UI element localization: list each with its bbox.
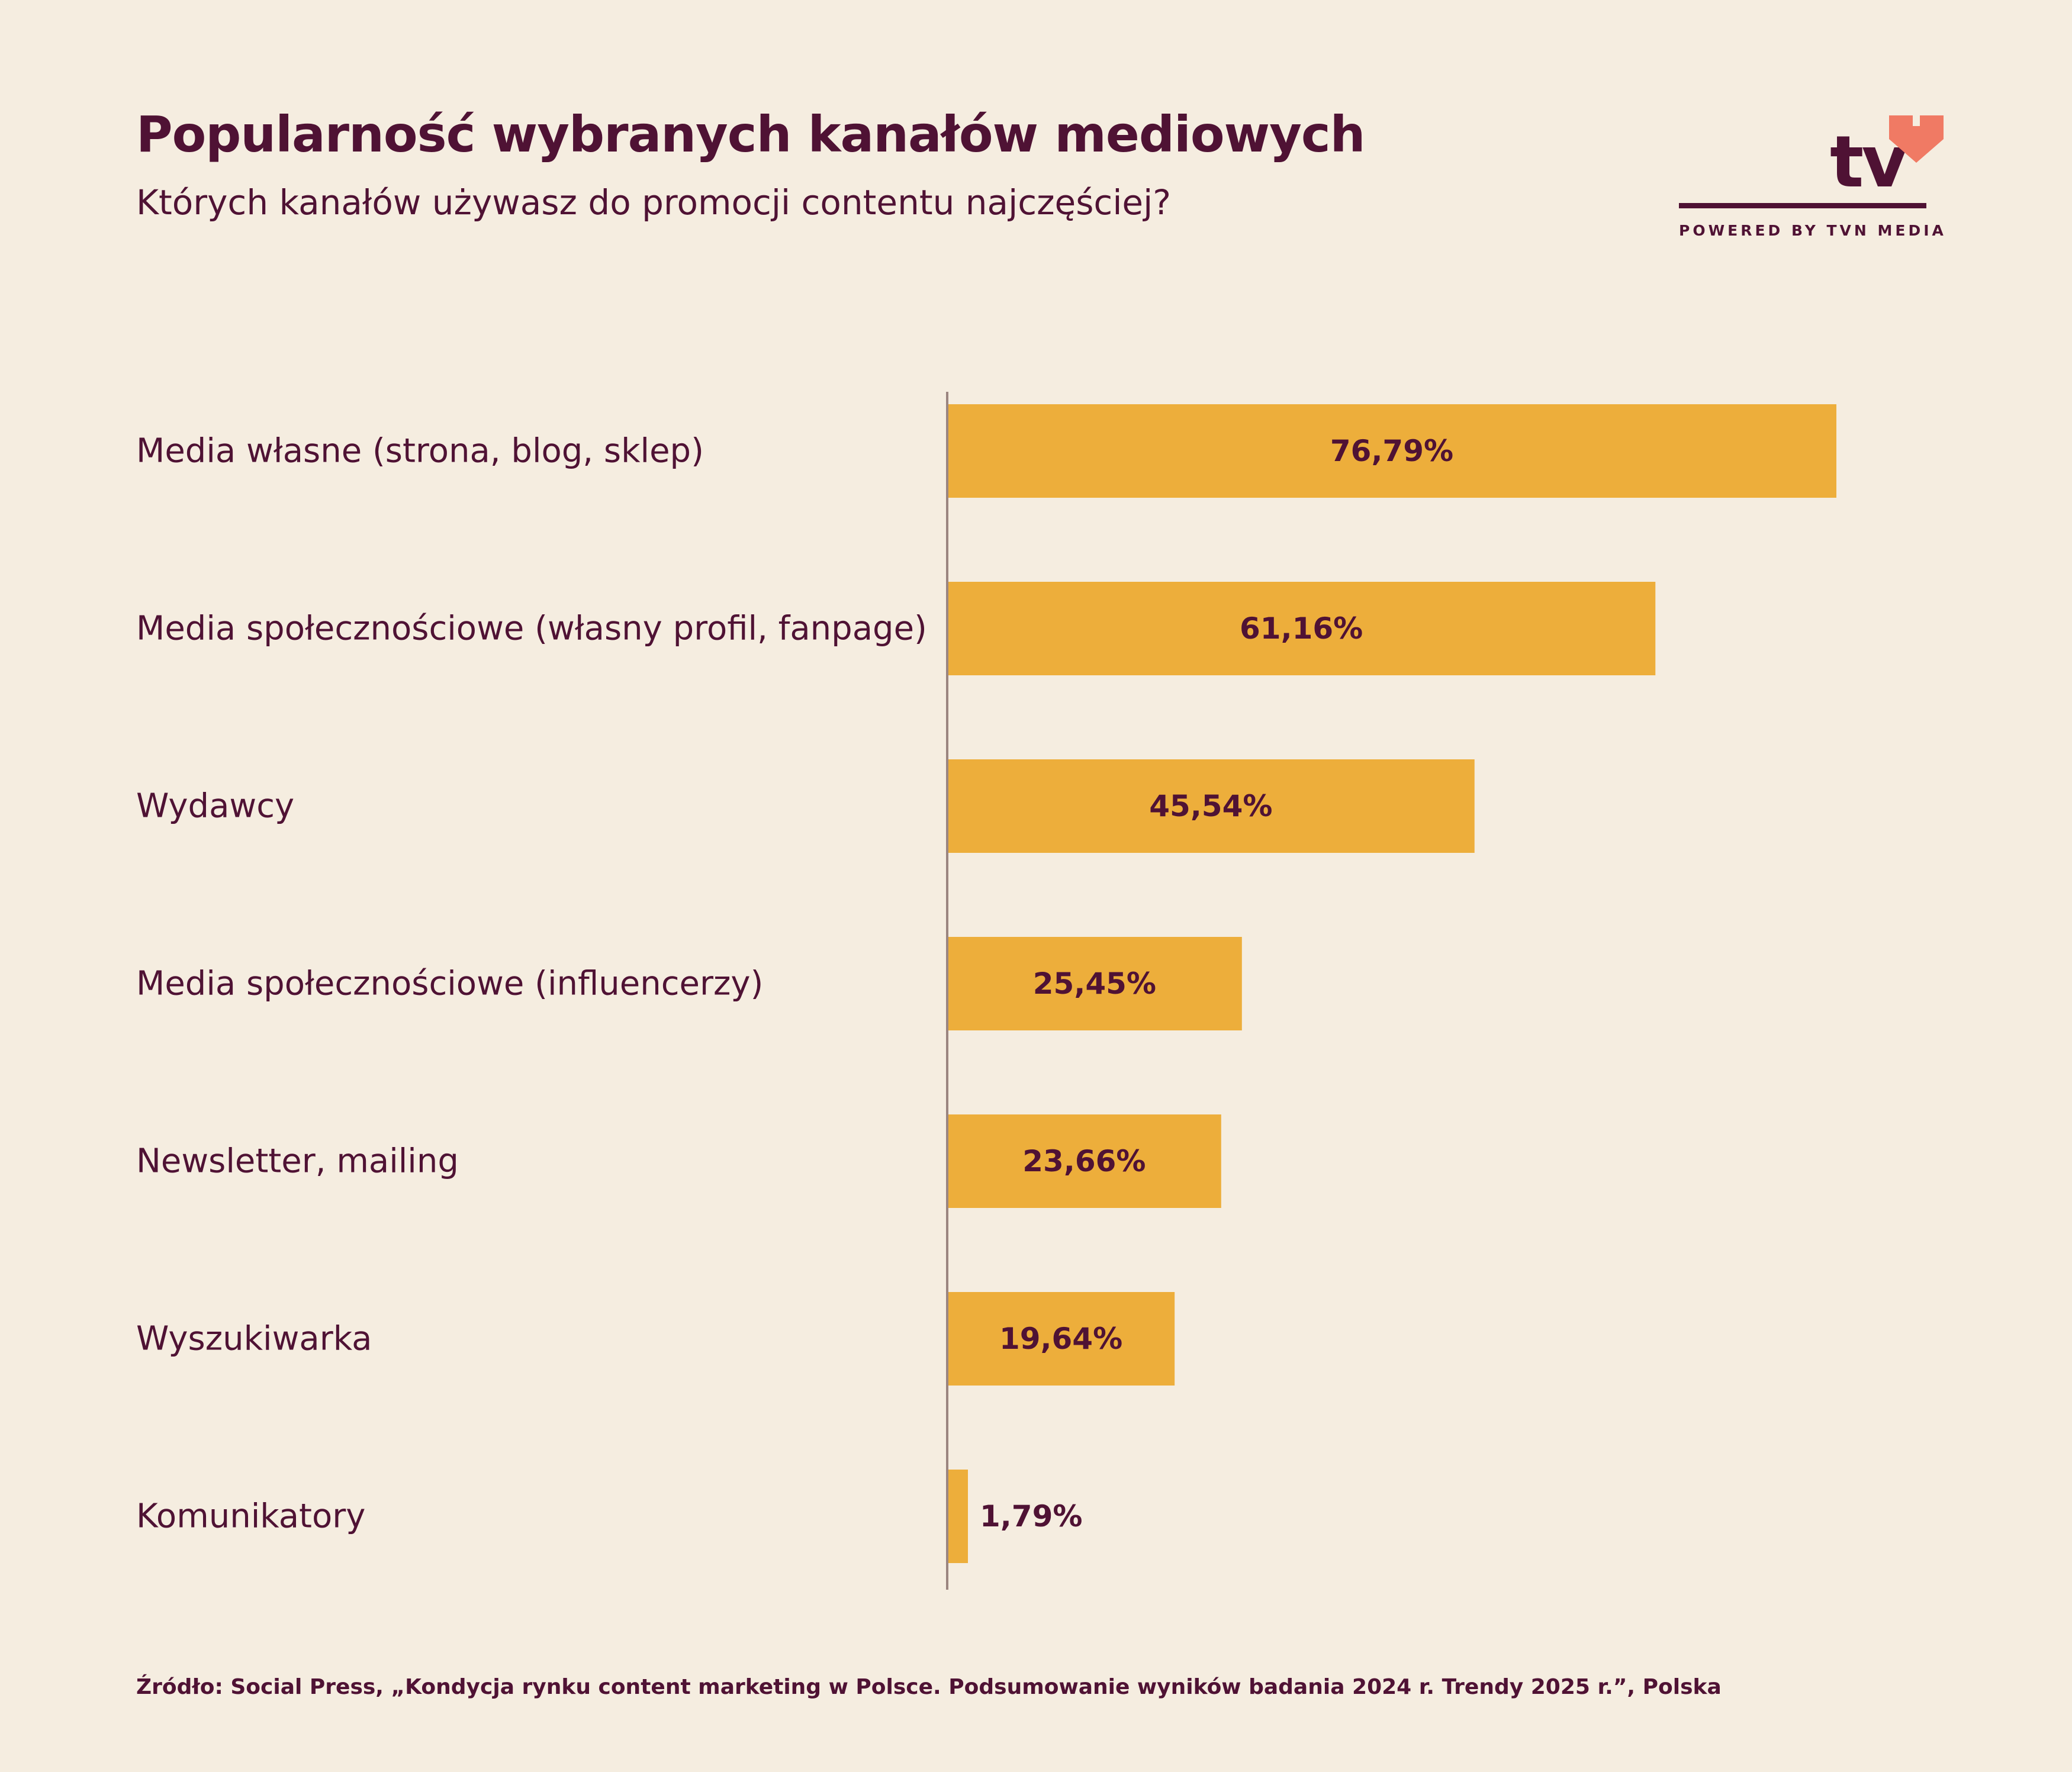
value-label: 61,16% [1240, 611, 1363, 646]
bar [947, 1114, 1221, 1208]
category-label: Wyszukiwarka [136, 1320, 372, 1358]
chart-subtitle: Których kanałów używasz do promocji cont… [136, 182, 1172, 223]
value-label: 45,54% [1149, 789, 1272, 823]
category-label: Wydawcy [136, 787, 294, 826]
logo-divider [1679, 203, 1926, 208]
category-label: Media własne (strona, blog, sklep) [136, 432, 704, 471]
bar [947, 1292, 1175, 1386]
category-label: Media społecznościowe (influencerzy) [136, 965, 763, 1003]
category-label: Media społecznościowe (własny profil, fa… [136, 610, 927, 648]
bar [947, 759, 1475, 853]
heart-icon [1889, 115, 1944, 163]
bar [947, 937, 1242, 1030]
brand-logo: tv POWERED BY TVN MEDIA [1679, 115, 1946, 246]
bar [947, 404, 1836, 498]
value-label: 23,66% [1022, 1144, 1146, 1178]
value-label: 19,64% [999, 1322, 1122, 1356]
source-note: Źródło: Social Press, „Kondycja rynku co… [136, 1675, 1722, 1699]
bar [947, 1470, 969, 1563]
bar [947, 582, 1656, 675]
value-label: 25,45% [1033, 966, 1156, 1001]
category-label: Newsletter, mailing [136, 1142, 459, 1181]
category-label: Komunikatory [136, 1497, 365, 1536]
value-label: 76,79% [1330, 434, 1453, 468]
chart-title: Popularność wybranych kanałów mediowych [136, 105, 1365, 163]
value-label: 1,79% [980, 1499, 1082, 1533]
logo-caption: POWERED BY TVN MEDIA [1679, 222, 1946, 239]
